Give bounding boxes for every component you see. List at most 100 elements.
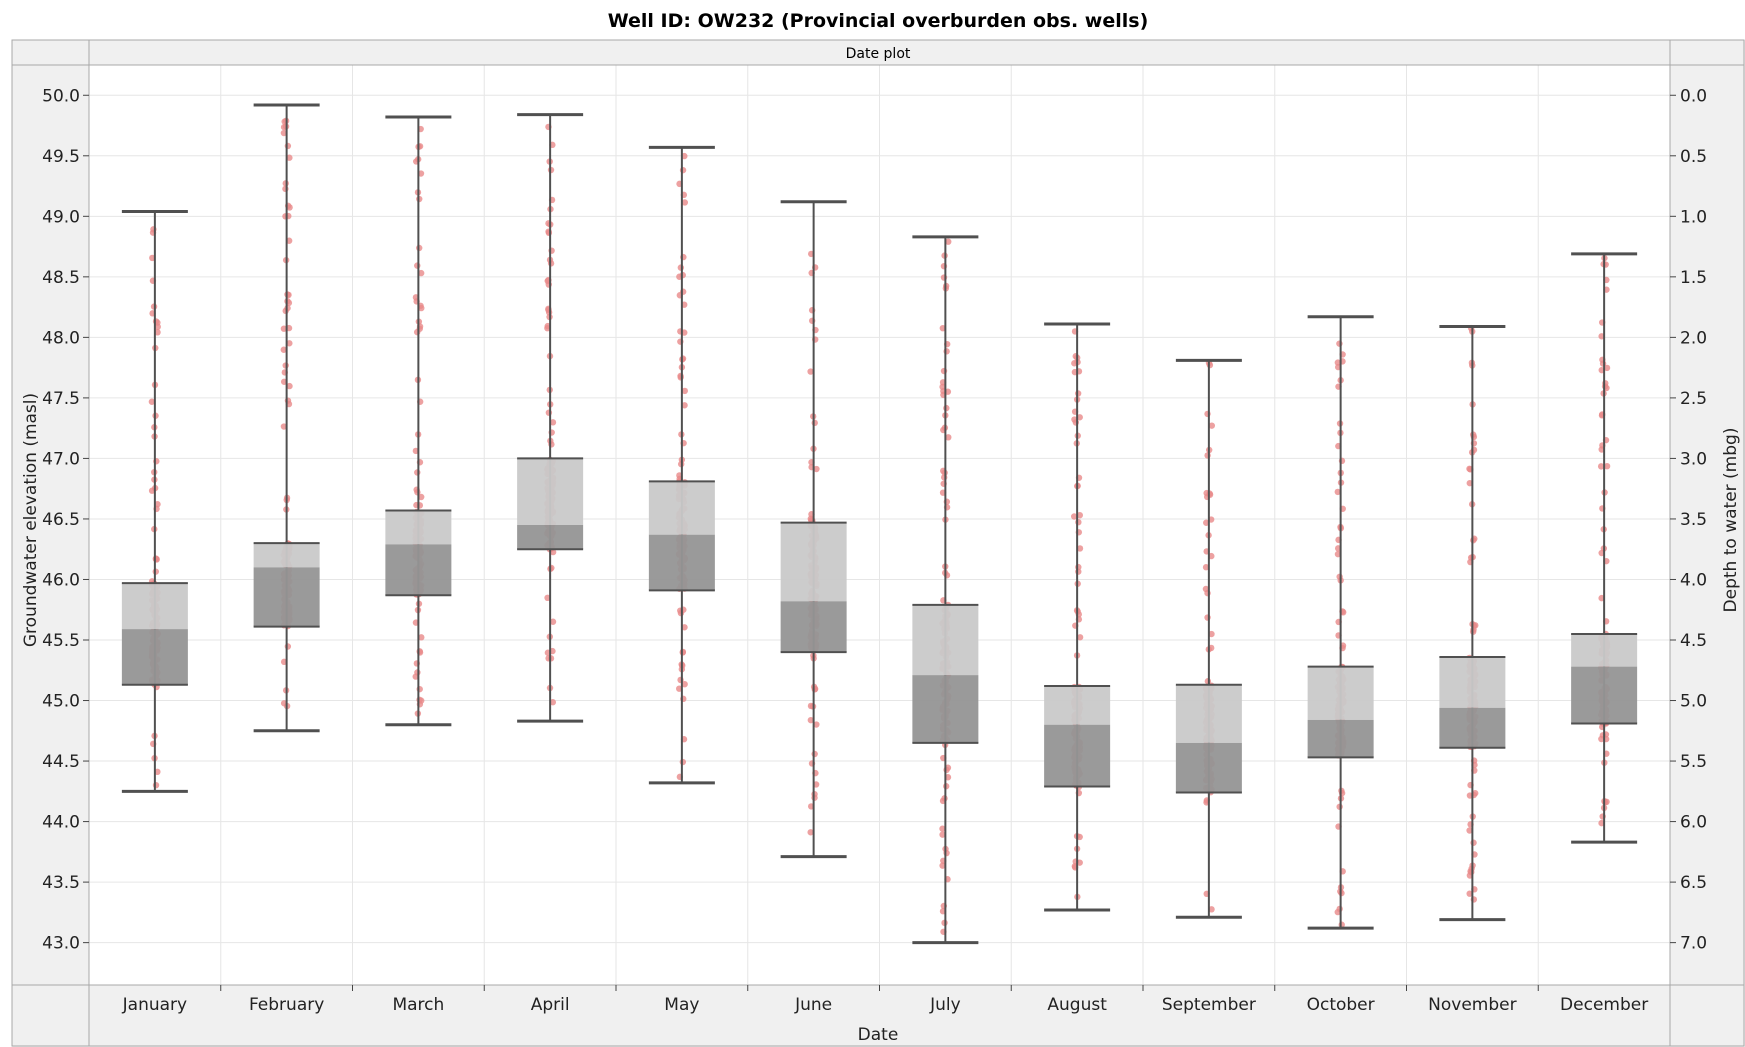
observation-point — [548, 564, 555, 572]
box-upper — [517, 458, 584, 525]
observation-point — [811, 686, 818, 693]
box-lower — [1307, 719, 1374, 758]
box-july — [912, 235, 979, 945]
observation-point — [1208, 630, 1215, 638]
observation-point — [945, 434, 952, 441]
observation-point — [418, 493, 425, 501]
observation-point — [943, 849, 950, 857]
observation-point — [1466, 827, 1473, 834]
y-tick-label: 43.5 — [42, 873, 80, 893]
box-february — [253, 103, 320, 733]
y2-tick-label: 3.0 — [1680, 449, 1707, 469]
box-lower — [1571, 666, 1638, 724]
x-tick-label: April — [531, 995, 570, 1015]
y-tick-label: 45.0 — [42, 692, 80, 712]
y-tick-label: 46.5 — [42, 510, 80, 530]
y-tick-label: 44.0 — [42, 813, 80, 833]
box-january — [121, 209, 188, 793]
observation-point — [681, 624, 688, 631]
box-april — [517, 113, 584, 723]
observation-point — [1334, 488, 1341, 496]
observation-point — [1075, 568, 1082, 575]
observation-point — [1206, 491, 1214, 498]
observation-point — [813, 465, 820, 473]
y-tick-label: 45.5 — [42, 631, 80, 651]
x-tick-label: June — [794, 995, 832, 1015]
observation-point — [286, 154, 293, 161]
observation-point — [939, 862, 946, 869]
box-september — [1175, 358, 1242, 919]
box-upper — [121, 583, 188, 630]
observation-point — [1470, 839, 1477, 846]
box-upper — [648, 481, 715, 535]
observation-point — [940, 474, 948, 481]
observation-point — [807, 368, 814, 375]
observation-point — [418, 304, 425, 312]
y2-tick-label: 7.0 — [1680, 934, 1707, 954]
box-upper — [1044, 686, 1111, 725]
box-lower — [253, 567, 320, 627]
box-upper — [385, 510, 452, 545]
x-tick-label: January — [122, 995, 187, 1015]
box-upper — [1175, 684, 1242, 743]
box-lower — [385, 544, 452, 596]
box-lower — [912, 675, 979, 743]
observation-point — [1208, 906, 1215, 913]
observation-point — [414, 469, 421, 476]
observation-point — [417, 170, 425, 177]
observation-point — [811, 419, 818, 427]
observation-point — [1467, 554, 1475, 561]
x-axis-label: Date — [858, 1025, 899, 1045]
chart-title: Well ID: OW232 (Provincial overburden ob… — [608, 10, 1149, 32]
y-tick-label: 44.5 — [42, 752, 80, 772]
y2-axis-ticks: 0.0 0.5 1.0 1.5 2.0 2.5 3.0 3.5 4.0 4.5 5.0 5.5 6.0 6… — [1670, 86, 1707, 954]
observation-point — [152, 318, 160, 325]
y2-tick-label: 1.5 — [1680, 268, 1707, 288]
observation-point — [939, 825, 946, 832]
observation-point — [1334, 550, 1342, 558]
observation-point — [807, 829, 814, 836]
box-december — [1571, 252, 1638, 844]
observation-point — [280, 129, 288, 137]
panel-borders — [11, 39, 1745, 1047]
observation-point — [1336, 340, 1343, 347]
observation-point — [939, 831, 946, 838]
observation-point — [152, 781, 160, 789]
y-axis-label: Groundwater elevation (masl) — [21, 393, 41, 647]
y2-tick-label: 6.5 — [1680, 873, 1707, 893]
observation-point — [1472, 790, 1479, 797]
observation-point — [945, 238, 952, 245]
box-may — [648, 145, 715, 785]
observation-point — [282, 185, 289, 193]
observation-point — [679, 648, 687, 656]
observation-point — [681, 199, 689, 206]
box-series — [121, 103, 1638, 945]
x-tick-label: May — [664, 995, 699, 1015]
box-lower — [648, 534, 715, 591]
box-lower — [1044, 724, 1111, 787]
observation-point — [1203, 519, 1210, 526]
box-august — [1044, 322, 1111, 912]
observation-point — [679, 166, 687, 174]
observation-point — [286, 340, 293, 347]
observation-point — [681, 680, 688, 688]
y2-tick-label: 2.5 — [1680, 389, 1707, 409]
observation-point — [280, 325, 288, 332]
y-tick-label: 47.5 — [42, 389, 80, 409]
observation-point — [681, 402, 688, 409]
y-tick-label: 48.5 — [42, 268, 80, 288]
observation-point — [1076, 634, 1084, 641]
observation-point — [1597, 463, 1605, 470]
observation-point — [412, 673, 419, 680]
observation-point — [1076, 414, 1083, 421]
observation-point — [807, 716, 815, 724]
box-lower — [121, 629, 188, 685]
observation-point — [286, 204, 293, 211]
observation-point — [417, 697, 425, 704]
observation-point — [1603, 364, 1611, 372]
observation-point — [811, 750, 818, 758]
box-upper — [1571, 633, 1638, 667]
observation-point — [549, 419, 557, 426]
observation-point — [1202, 564, 1210, 571]
y2-tick-label: 5.0 — [1680, 692, 1707, 712]
